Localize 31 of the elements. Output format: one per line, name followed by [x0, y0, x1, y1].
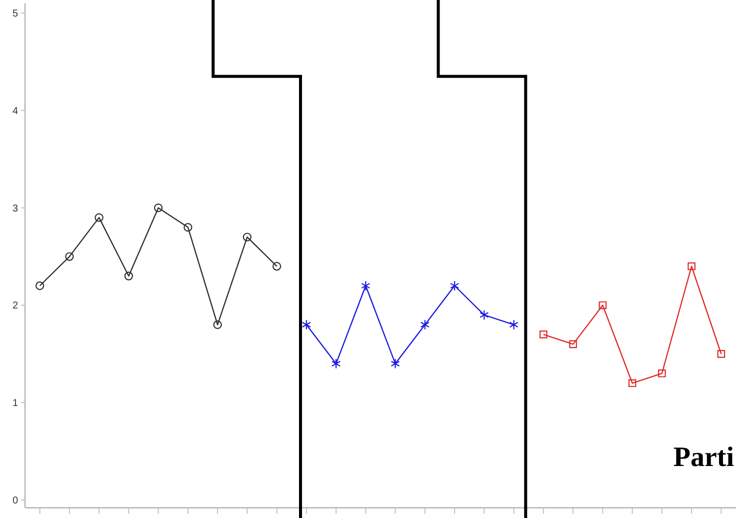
annotation: Parti [673, 442, 734, 473]
point [628, 379, 636, 388]
point [598, 301, 607, 310]
point [540, 330, 548, 338]
point [213, 320, 222, 330]
y-tick-label: 1 [12, 398, 18, 410]
point [717, 350, 726, 358]
point [332, 358, 341, 369]
point [480, 310, 489, 320]
point [65, 252, 74, 261]
point [658, 369, 666, 378]
point [390, 358, 400, 369]
point [242, 232, 252, 242]
point [94, 213, 104, 222]
y-tick-label: 0 [12, 496, 18, 507]
point [450, 280, 460, 291]
y-tick-label: 3 [12, 203, 18, 214]
point [124, 272, 134, 280]
point [569, 340, 577, 348]
y-tick-label: 5 [12, 8, 18, 20]
point [272, 262, 282, 271]
point [154, 204, 163, 212]
point [184, 222, 192, 232]
point [420, 320, 430, 330]
point [302, 320, 311, 330]
y-tick-label: 4 [12, 106, 18, 117]
y-tick-label: 2 [12, 300, 18, 312]
point [509, 320, 518, 330]
point [688, 262, 696, 270]
point [35, 281, 44, 290]
point [361, 280, 370, 291]
